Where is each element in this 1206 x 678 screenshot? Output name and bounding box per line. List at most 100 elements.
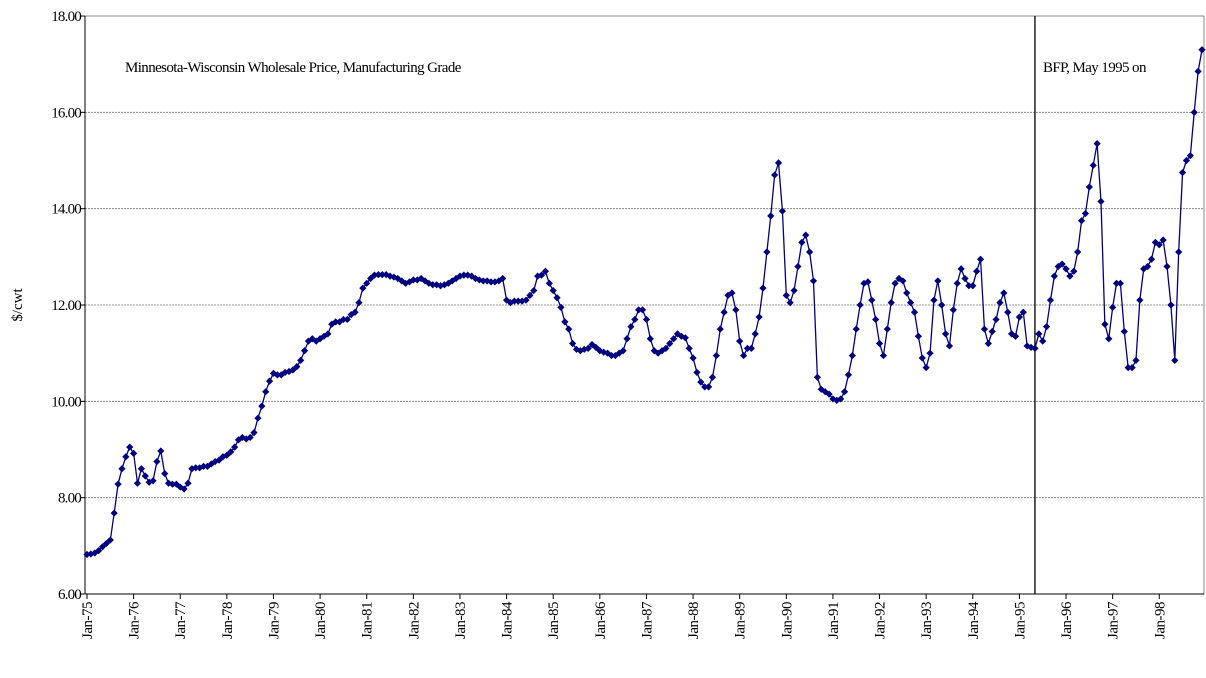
data-point bbox=[650, 347, 658, 355]
data-point bbox=[705, 383, 713, 391]
data-point bbox=[891, 279, 899, 287]
data-point bbox=[522, 296, 530, 304]
y-tick-label: 16.00 bbox=[51, 105, 81, 121]
data-point bbox=[631, 315, 639, 324]
data-point bbox=[1008, 330, 1016, 338]
data-point bbox=[1190, 108, 1198, 116]
data-point bbox=[91, 549, 99, 557]
data-point bbox=[534, 272, 542, 280]
y-axis-label: $/cwt bbox=[10, 288, 26, 322]
data-point bbox=[755, 313, 763, 321]
data-point bbox=[840, 388, 849, 396]
data-point bbox=[541, 267, 550, 275]
data-point bbox=[596, 347, 604, 355]
data-point bbox=[693, 368, 701, 377]
data-point bbox=[988, 327, 996, 336]
data-point bbox=[771, 171, 779, 179]
data-point bbox=[751, 330, 759, 338]
data-point bbox=[635, 306, 643, 314]
data-point bbox=[1035, 330, 1043, 338]
data-point bbox=[708, 373, 717, 381]
data-point bbox=[1163, 262, 1171, 271]
data-point bbox=[102, 539, 111, 548]
x-tick-label: Jan-97 bbox=[1106, 601, 1122, 639]
data-point bbox=[973, 267, 981, 275]
data-point bbox=[184, 479, 192, 487]
data-point bbox=[907, 298, 915, 307]
data-point bbox=[615, 349, 623, 357]
data-point bbox=[1015, 313, 1024, 321]
data-point bbox=[289, 366, 297, 374]
data-point bbox=[250, 429, 258, 437]
data-point bbox=[499, 274, 507, 283]
data-point bbox=[1097, 197, 1105, 206]
data-point bbox=[285, 367, 293, 376]
data-point bbox=[922, 364, 930, 372]
data-point bbox=[638, 306, 647, 314]
data-point bbox=[569, 339, 577, 348]
data-point bbox=[122, 453, 130, 461]
data-point bbox=[199, 462, 208, 470]
data-point bbox=[293, 363, 301, 371]
data-point bbox=[654, 349, 662, 357]
data-point bbox=[996, 298, 1004, 307]
data-point bbox=[196, 464, 204, 472]
data-point bbox=[1171, 356, 1179, 364]
data-point bbox=[961, 274, 969, 283]
data-point bbox=[860, 279, 868, 287]
data-point bbox=[701, 383, 709, 391]
data-point bbox=[1081, 209, 1090, 218]
data-point bbox=[363, 279, 371, 287]
data-point bbox=[864, 278, 872, 286]
x-tick-label: Jan-89 bbox=[733, 602, 749, 639]
x-tick-label: Jan-88 bbox=[686, 602, 702, 639]
data-point bbox=[246, 433, 254, 442]
data-point bbox=[1046, 296, 1055, 304]
data-point bbox=[802, 231, 810, 239]
data-point bbox=[782, 291, 790, 299]
data-point bbox=[332, 318, 340, 326]
data-point bbox=[502, 296, 511, 304]
data-point bbox=[475, 276, 483, 284]
data-point bbox=[658, 347, 666, 355]
x-tick-label: Jan-85 bbox=[546, 602, 562, 639]
data-point bbox=[347, 311, 355, 319]
data-point bbox=[1132, 356, 1140, 364]
data-point bbox=[642, 315, 651, 324]
data-point bbox=[767, 212, 775, 220]
data-point bbox=[1062, 265, 1070, 273]
data-point bbox=[774, 159, 783, 167]
data-point bbox=[471, 274, 480, 283]
y-tick-label: 18.00 bbox=[51, 9, 81, 25]
data-point bbox=[965, 282, 973, 290]
data-point bbox=[417, 274, 425, 283]
data-point bbox=[324, 330, 332, 338]
data-point bbox=[941, 330, 950, 338]
data-point bbox=[1186, 152, 1194, 160]
data-point bbox=[141, 472, 149, 480]
data-point bbox=[1101, 320, 1109, 328]
data-point bbox=[281, 368, 289, 377]
data-point bbox=[180, 485, 188, 493]
data-point bbox=[914, 332, 922, 340]
data-point bbox=[265, 377, 274, 385]
data-point bbox=[875, 339, 884, 348]
data-point bbox=[514, 297, 522, 305]
data-point bbox=[192, 464, 200, 472]
annotation: Minnesota-Wisconsin Wholesale Price, Man… bbox=[125, 60, 462, 76]
data-point bbox=[126, 443, 134, 451]
data-point bbox=[537, 271, 546, 279]
data-point bbox=[1124, 364, 1132, 372]
data-point bbox=[1112, 279, 1121, 287]
data-point bbox=[382, 271, 390, 279]
data-point bbox=[844, 371, 853, 379]
data-point bbox=[763, 248, 771, 256]
data-point bbox=[938, 301, 946, 309]
annotation: BFP, May 1995 on bbox=[1043, 60, 1147, 76]
x-tick-label: Jan-82 bbox=[406, 602, 422, 639]
data-point bbox=[429, 281, 437, 289]
data-point bbox=[592, 343, 600, 351]
data-point bbox=[355, 298, 363, 307]
data-point bbox=[794, 262, 802, 271]
